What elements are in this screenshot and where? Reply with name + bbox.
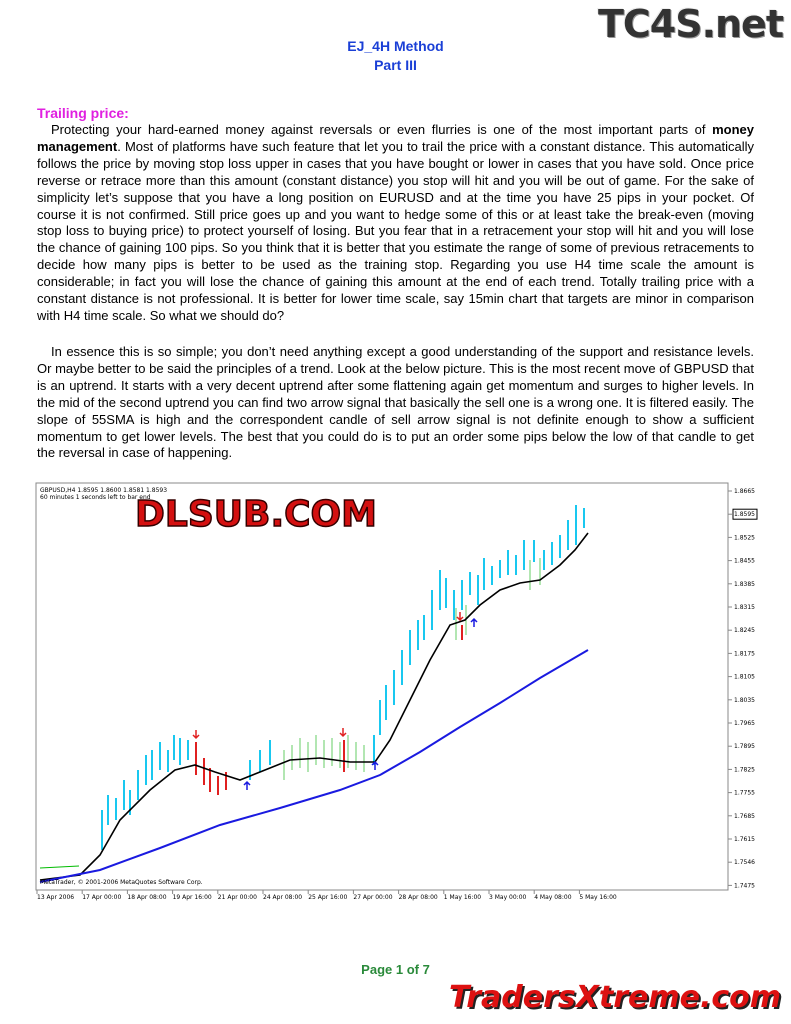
price-label: 1.8455 <box>734 558 755 565</box>
price-label: 1.7685 <box>734 813 755 820</box>
price-label: 1.8315 <box>734 604 755 611</box>
moving-average <box>39 649 589 883</box>
price-bars <box>283 558 541 780</box>
price-label: 1.7755 <box>734 790 755 797</box>
price-label: 1.8105 <box>734 674 755 681</box>
time-label: 3 May 00:00 <box>489 894 527 901</box>
time-label: 5 May 16:00 <box>579 894 617 901</box>
time-label: 27 Apr 00:00 <box>353 894 392 901</box>
text: Protecting your hard-earned money agains… <box>51 122 713 137</box>
time-label: 17 Apr 00:00 <box>82 894 121 901</box>
time-label: 25 Apr 16:00 <box>308 894 347 901</box>
buy-arrow <box>243 617 478 790</box>
price-label: 1.8665 <box>734 488 755 495</box>
text: . Most of platforms have such feature th… <box>37 138 754 323</box>
time-label: 24 Apr 08:00 <box>263 894 302 901</box>
time-axis: 13 Apr 2006 17 Apr 00:00 18 Apr 08:00 19 Ap… <box>36 890 617 901</box>
paragraph: In essence this is so simple; you don’t … <box>37 344 754 461</box>
time-label: 1 May 16:00 <box>444 894 482 901</box>
time-label: 19 Apr 16:00 <box>173 894 212 901</box>
price-label: 1.7475 <box>734 882 755 889</box>
flat-bars <box>39 865 80 869</box>
logo: TradersXtreme.com <box>449 980 781 1015</box>
price-label: 1.8525 <box>734 534 755 541</box>
time-label: 4 May 08:00 <box>534 894 572 901</box>
logo: TC4S.net <box>597 2 784 46</box>
price-label: 1.7965 <box>734 720 755 727</box>
paragraph: Protecting your hard-earned money agains… <box>37 122 754 325</box>
sell-arrow <box>192 612 464 740</box>
copyright: MetaTrader, © 2001-2006 MetaQuotes Softw… <box>40 879 203 886</box>
price-label: 1.7615 <box>734 836 755 843</box>
time-label: 21 Apr 00:00 <box>218 894 257 901</box>
price-label: 1.7895 <box>734 743 755 750</box>
chart-info: 60 minutes 1 seconds left to bar end <box>40 494 151 501</box>
price-label: 1.7546 <box>734 859 755 866</box>
price-bars <box>195 625 463 795</box>
title: EJ_4H Method <box>347 38 444 54</box>
price-label: 1.8385 <box>734 581 755 588</box>
price-axis: 1.8665 1.8595 1.8525 1.8455 1.8385 1.8315 1.82… <box>728 488 758 889</box>
subtitle: Part III <box>374 57 417 73</box>
time-label: 28 Apr 08:00 <box>399 894 438 901</box>
page-number: Page 1 of 7 <box>361 962 430 977</box>
section-heading: Trailing price: <box>37 105 129 121</box>
time-label: 18 Apr 08:00 <box>127 894 166 901</box>
price-marker <box>732 508 758 520</box>
chart-info: GBPUSD,H4 1.8595 1.8600 1.8581 1.8593 <box>40 487 167 494</box>
bold-text: money management <box>37 122 754 154</box>
watermark: DLSUB.COM <box>135 494 377 535</box>
price-label: 1.8175 <box>734 650 755 657</box>
chart-screenshot: GBPUSD,H4 1.8595 1.8600 1.8581 1.8593 60… <box>35 482 758 901</box>
price-bars <box>101 505 585 850</box>
price-label: 1.8035 <box>734 697 755 704</box>
plot-frame <box>35 482 729 891</box>
price-label: 1.7825 <box>734 766 755 773</box>
price-label: 1.8595 <box>734 511 755 518</box>
moving-average <box>39 532 589 881</box>
price-label: 1.8245 <box>734 627 755 634</box>
time-label: 13 Apr 2006 <box>37 894 74 901</box>
